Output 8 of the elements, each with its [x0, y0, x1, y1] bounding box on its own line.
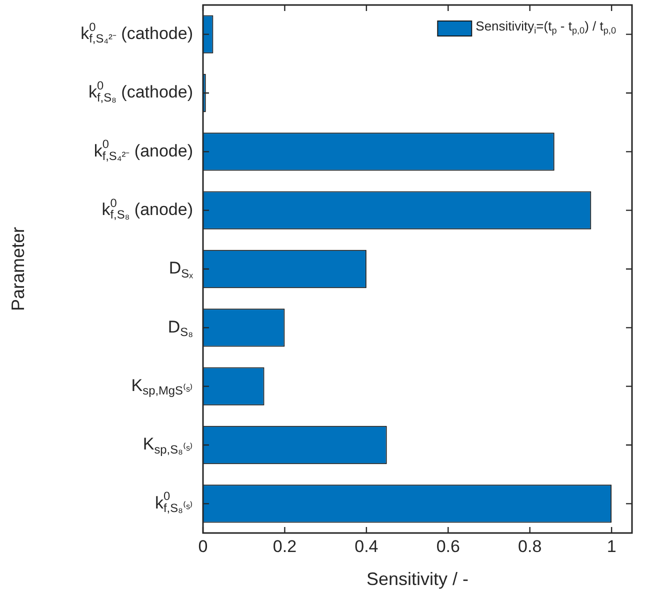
x-tick-label: 1: [606, 537, 616, 556]
x-axis-title: Sensitivity / -: [366, 569, 469, 590]
x-tick-label: 0.8: [518, 537, 542, 556]
x-tick-label: 0: [198, 537, 208, 556]
x-tick-label: 0.2: [272, 537, 297, 556]
y-axis-title: Parameter: [8, 226, 28, 312]
x-tick-label: 0.4: [354, 537, 378, 556]
x-tick-label: 0.6: [436, 537, 460, 556]
